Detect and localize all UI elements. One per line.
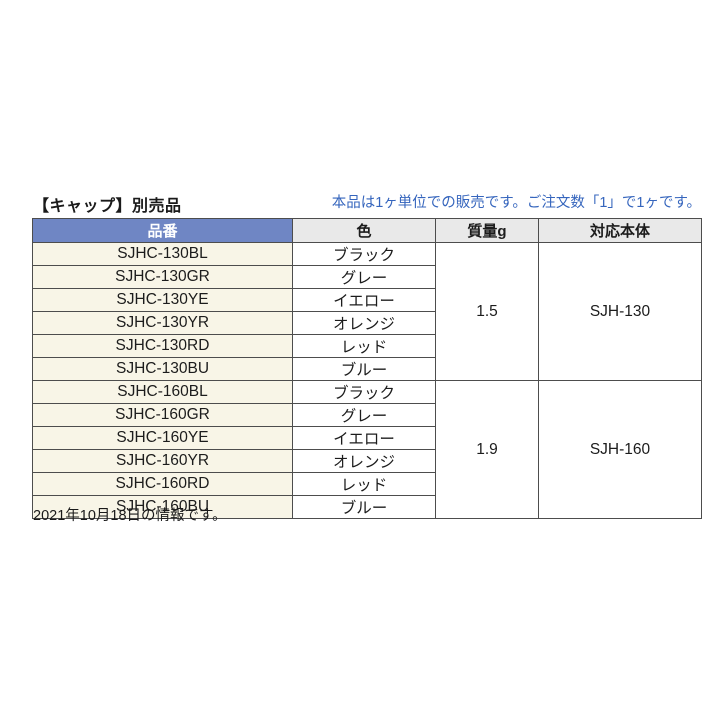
part-number-cell: SJHC-160YR — [32, 449, 293, 473]
table-row: SJHC-160YE イエロー — [32, 426, 702, 450]
body-cell: SJH-160 — [538, 380, 702, 519]
column-header-color: 色 — [292, 218, 436, 243]
table-row: SJHC-130GR グレー — [32, 265, 702, 289]
column-header-body: 対応本体 — [538, 218, 702, 243]
table-row: SJHC-160BL ブラック 1.9 SJH-160 — [32, 380, 702, 519]
color-cell: グレー — [292, 265, 436, 289]
color-cell: イエロー — [292, 426, 436, 450]
part-number-cell: SJHC-160BL — [32, 380, 293, 404]
table-row: SJHC-130YE イエロー — [32, 288, 702, 312]
part-number-cell: SJHC-130YR — [32, 311, 293, 335]
spec-table: 品番 色 質量g 対応本体 SJHC-130BL ブラック 1.5 SJH-13… — [32, 218, 702, 519]
part-number-cell: SJHC-130YE — [32, 288, 293, 312]
mass-cell: 1.5 — [435, 242, 539, 381]
header-row: 品番 色 質量g 対応本体 — [32, 218, 702, 243]
part-number-cell: SJHC-160BU — [32, 495, 293, 519]
color-cell: オレンジ — [292, 449, 436, 473]
column-header-mass: 質量g — [435, 218, 539, 243]
table-row: SJHC-160YR オレンジ — [32, 449, 702, 473]
color-cell: ブルー — [292, 357, 436, 381]
page-title: 【キャップ】別売品 — [33, 198, 182, 215]
part-number-cell: SJHC-130BL — [32, 242, 293, 266]
body-cell: SJH-130 — [538, 242, 702, 381]
color-cell: オレンジ — [292, 311, 436, 335]
part-number-cell: SJHC-130RD — [32, 334, 293, 358]
color-cell: ブルー — [292, 495, 436, 519]
color-cell: レッド — [292, 472, 436, 496]
part-number-cell: SJHC-160GR — [32, 403, 293, 427]
part-number-cell: SJHC-160RD — [32, 472, 293, 496]
table-row: SJHC-130BU ブルー — [32, 357, 702, 381]
column-header-part-number: 品番 — [32, 218, 293, 243]
color-cell: ブラック — [292, 242, 436, 266]
table-row: SJHC-160RD レッド — [32, 472, 702, 496]
part-number-cell: SJHC-130BU — [32, 357, 293, 381]
part-number-cell: SJHC-160YE — [32, 426, 293, 450]
table-row: SJHC-130RD レッド — [32, 334, 702, 358]
color-cell: グレー — [292, 403, 436, 427]
table-row: SJHC-160GR グレー — [32, 403, 702, 427]
table-row: SJHC-160BU ブルー — [32, 495, 702, 519]
table-row: SJHC-130BL ブラック 1.5 SJH-130 — [32, 242, 702, 381]
sales-unit-note: 本品は1ヶ単位での販売です。ご注文数「1」で1ヶです。 — [331, 195, 701, 211]
mass-cell: 1.9 — [435, 380, 539, 519]
color-cell: レッド — [292, 334, 436, 358]
info-date-note: 2021年10月18日の情報です。 — [33, 508, 227, 524]
color-cell: ブラック — [292, 380, 436, 404]
part-number-cell: SJHC-130GR — [32, 265, 293, 289]
color-cell: イエロー — [292, 288, 436, 312]
